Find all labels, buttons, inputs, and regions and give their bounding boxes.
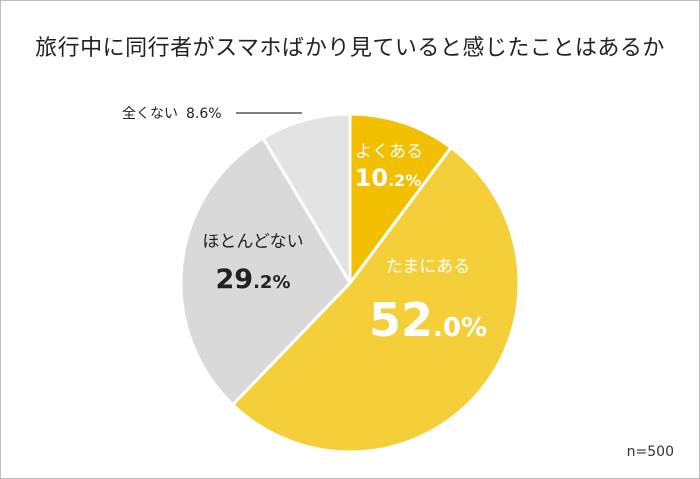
slice-yokuaru [348,112,453,285]
slice-label-mattakunai: 全くない 8.6% [122,105,222,122]
slice-value-yokuaru: 10.2% [355,164,422,192]
slice-hotondonai [179,136,352,407]
slice-tamaniaru [231,146,521,454]
chart-title: 旅行中に同行者がスマホばかり見ていると感じたことはあるか [35,36,665,61]
slice-value-hotondonai: 29.2% [216,264,291,295]
slice-mattakunai [261,112,352,285]
slice-label-hotondonai: ほとんどない [202,232,303,252]
slice-label-yokuaru: よくある [355,142,423,162]
sample-size-note: n=500 [626,444,674,460]
slice-label-tamaniaru: たまにある [386,257,471,277]
slice-value-tamaniaru: 52.0% [369,293,487,347]
